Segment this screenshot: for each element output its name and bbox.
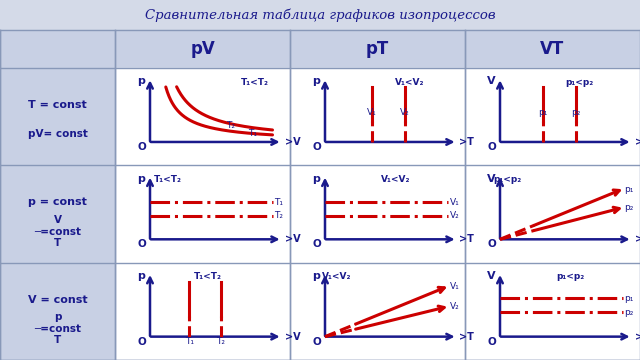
- Text: p: p: [312, 271, 320, 281]
- Text: p₁<p₂: p₁<p₂: [556, 272, 584, 281]
- Text: p₁: p₁: [625, 294, 634, 303]
- Bar: [465, 165, 640, 263]
- Text: >T: >T: [634, 332, 640, 342]
- Text: O: O: [312, 337, 321, 347]
- Text: T₁: T₁: [185, 337, 194, 346]
- Text: V
─=const
T: V ─=const T: [34, 215, 81, 248]
- Text: T₁: T₁: [248, 129, 257, 138]
- Text: p₁<p₂: p₁<p₂: [493, 175, 521, 184]
- Bar: [0, 68, 115, 165]
- Bar: [290, 30, 465, 68]
- Text: T₁: T₁: [275, 198, 284, 207]
- Text: pV= const: pV= const: [28, 129, 88, 139]
- Text: V₂: V₂: [400, 108, 410, 117]
- Text: p₂: p₂: [625, 307, 634, 316]
- Text: p₁: p₁: [538, 108, 548, 117]
- Text: VT: VT: [540, 40, 564, 58]
- Text: >V: >V: [285, 332, 300, 342]
- Text: T₂: T₂: [226, 121, 235, 130]
- Text: T₂: T₂: [216, 337, 225, 346]
- Text: O: O: [138, 142, 147, 152]
- Text: p: p: [137, 271, 145, 281]
- Text: V: V: [486, 174, 495, 184]
- Text: >T: >T: [460, 234, 474, 244]
- Text: p₂: p₂: [572, 108, 580, 117]
- Text: O: O: [488, 337, 497, 347]
- Text: pT: pT: [366, 40, 389, 58]
- Text: p: p: [312, 174, 320, 184]
- Bar: [465, 263, 640, 360]
- Bar: [0, 0, 640, 30]
- Text: O: O: [138, 239, 147, 249]
- Bar: [115, 165, 290, 263]
- Bar: [0, 165, 115, 263]
- Text: >V: >V: [285, 234, 300, 244]
- Text: V₁<V₂: V₁<V₂: [395, 77, 424, 86]
- Text: V: V: [486, 76, 495, 86]
- Text: p
─=const
T: p ─=const T: [34, 312, 81, 346]
- Text: V: V: [486, 271, 495, 281]
- Text: p: p: [312, 76, 320, 86]
- Text: >V: >V: [285, 137, 300, 147]
- Text: V₁: V₁: [449, 198, 460, 207]
- Text: p₁<p₂: p₁<p₂: [564, 77, 593, 86]
- Bar: [465, 68, 640, 165]
- Text: T = const: T = const: [28, 100, 87, 110]
- Text: p₂: p₂: [625, 203, 634, 212]
- Text: O: O: [488, 239, 497, 249]
- Bar: [290, 165, 465, 263]
- Text: T₂: T₂: [275, 211, 284, 220]
- Text: >T: >T: [460, 332, 474, 342]
- Text: O: O: [488, 142, 497, 152]
- Bar: [465, 30, 640, 68]
- Text: T₁<T₂: T₁<T₂: [154, 175, 182, 184]
- Bar: [290, 263, 465, 360]
- Bar: [0, 30, 115, 68]
- Bar: [115, 68, 290, 165]
- Text: V = const: V = const: [28, 294, 87, 305]
- Text: >T: >T: [460, 137, 474, 147]
- Text: T₁<T₂: T₁<T₂: [194, 272, 221, 281]
- Text: p: p: [137, 174, 145, 184]
- Bar: [290, 68, 465, 165]
- Text: O: O: [312, 142, 321, 152]
- Bar: [115, 30, 290, 68]
- Text: V₁: V₁: [367, 108, 376, 117]
- Text: V₁<V₂: V₁<V₂: [321, 272, 351, 281]
- Text: p₁: p₁: [625, 185, 634, 194]
- Bar: [0, 263, 115, 360]
- Text: V₁<V₂: V₁<V₂: [381, 175, 410, 184]
- Text: O: O: [138, 337, 147, 347]
- Text: p: p: [137, 76, 145, 86]
- Text: V₂: V₂: [449, 302, 460, 311]
- Bar: [115, 263, 290, 360]
- Text: V₂: V₂: [449, 211, 460, 220]
- Text: T₁<T₂: T₁<T₂: [241, 77, 269, 86]
- Text: pV: pV: [190, 40, 215, 58]
- Text: Сравнительная таблица графиков изопроцессов: Сравнительная таблица графиков изопроцес…: [145, 8, 495, 22]
- Text: O: O: [312, 239, 321, 249]
- Text: >T: >T: [634, 137, 640, 147]
- Text: V₁: V₁: [449, 282, 460, 291]
- Text: p = const: p = const: [28, 197, 87, 207]
- Text: >T: >T: [634, 234, 640, 244]
